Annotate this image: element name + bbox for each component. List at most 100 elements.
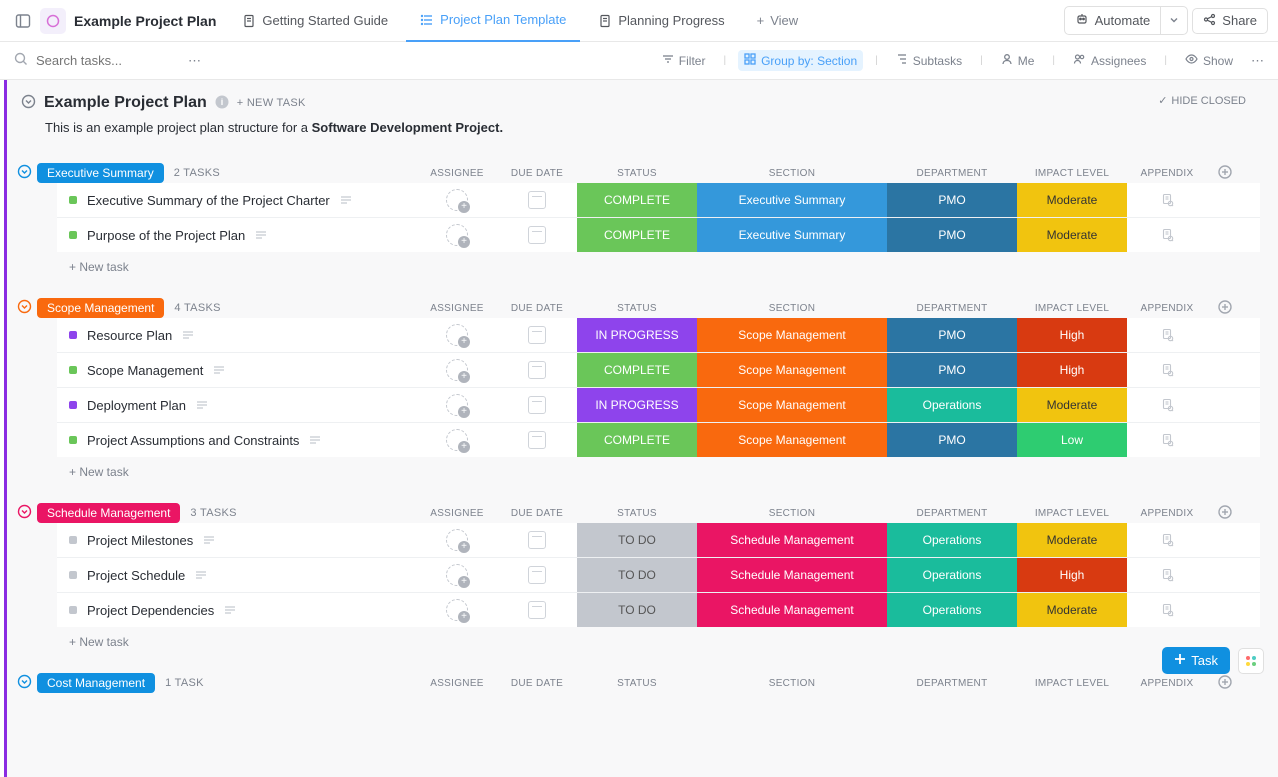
assignee-cell[interactable] [417, 324, 497, 346]
assignee-cell[interactable] [417, 599, 497, 621]
task-row[interactable]: Project Dependencies TO DO Schedule Mana… [57, 593, 1260, 627]
filter-button[interactable]: Filter [656, 50, 712, 71]
section-cell[interactable]: Scope Management [697, 388, 887, 422]
department-cell[interactable]: PMO [887, 423, 1017, 457]
tab-project-plan[interactable]: Project Plan Template [406, 0, 580, 42]
section-cell[interactable]: Scope Management [697, 423, 887, 457]
department-cell[interactable]: Operations [887, 558, 1017, 592]
add-column-button[interactable] [1207, 165, 1243, 182]
status-cell[interactable]: TO DO [577, 593, 697, 627]
section-cell[interactable]: Schedule Management [697, 593, 887, 627]
department-cell[interactable]: Operations [887, 388, 1017, 422]
due-date-cell[interactable] [497, 226, 577, 244]
section-badge[interactable]: Cost Management [37, 673, 155, 693]
appendix-cell[interactable] [1127, 193, 1207, 207]
share-button[interactable]: Share [1192, 8, 1268, 34]
assignees-button[interactable]: Assignees [1067, 50, 1152, 71]
description-icon[interactable] [196, 399, 208, 411]
add-column-button[interactable] [1207, 675, 1243, 692]
description-icon[interactable] [182, 329, 194, 341]
task-row[interactable]: Executive Summary of the Project Charter… [57, 183, 1260, 218]
assignee-cell[interactable] [417, 224, 497, 246]
task-row[interactable]: Scope Management COMPLETE Scope Manageme… [57, 353, 1260, 388]
add-view-button[interactable]: + View [743, 0, 813, 42]
add-column-button[interactable] [1207, 505, 1243, 522]
section-cell[interactable]: Scope Management [697, 353, 887, 387]
task-row[interactable]: Project Milestones TO DO Schedule Manage… [57, 523, 1260, 558]
status-cell[interactable]: COMPLETE [577, 423, 697, 457]
section-cell[interactable]: Executive Summary [697, 218, 887, 252]
status-cell[interactable]: COMPLETE [577, 353, 697, 387]
task-row[interactable]: Project Assumptions and Constraints COMP… [57, 423, 1260, 457]
due-date-cell[interactable] [497, 191, 577, 209]
new-task-row-button[interactable]: + New task [21, 457, 1260, 479]
section-toggle-icon[interactable] [17, 164, 32, 182]
due-date-cell[interactable] [497, 396, 577, 414]
new-task-row-button[interactable]: + New task [21, 627, 1260, 649]
description-icon[interactable] [203, 534, 215, 546]
assignee-cell[interactable] [417, 529, 497, 551]
assignee-cell[interactable] [417, 429, 497, 451]
description-icon[interactable] [255, 229, 267, 241]
section-toggle-icon[interactable] [17, 504, 32, 522]
impact-cell[interactable]: High [1017, 558, 1127, 592]
description-icon[interactable] [213, 364, 225, 376]
impact-cell[interactable]: Moderate [1017, 218, 1127, 252]
impact-cell[interactable]: High [1017, 318, 1127, 352]
automate-dropdown[interactable] [1160, 6, 1188, 35]
apps-button[interactable] [1238, 648, 1264, 674]
collapse-icon[interactable] [21, 94, 36, 112]
due-date-cell[interactable] [497, 566, 577, 584]
section-cell[interactable]: Schedule Management [697, 558, 887, 592]
appendix-cell[interactable] [1127, 433, 1207, 447]
group-by-button[interactable]: Group by: Section [738, 50, 863, 71]
task-row[interactable]: Deployment Plan IN PROGRESS Scope Manage… [57, 388, 1260, 423]
appendix-cell[interactable] [1127, 533, 1207, 547]
status-cell[interactable]: TO DO [577, 558, 697, 592]
impact-cell[interactable]: Moderate [1017, 388, 1127, 422]
section-cell[interactable]: Schedule Management [697, 523, 887, 557]
new-task-row-button[interactable]: + New task [21, 252, 1260, 274]
search-input[interactable] [36, 53, 176, 68]
department-cell[interactable]: PMO [887, 318, 1017, 352]
more-options-icon[interactable]: ⋯ [1251, 53, 1264, 69]
new-task-top-button[interactable]: + NEW TASK [237, 97, 306, 109]
section-toggle-icon[interactable] [17, 674, 32, 692]
add-column-button[interactable] [1207, 300, 1243, 317]
automate-button[interactable]: Automate [1064, 6, 1162, 35]
due-date-cell[interactable] [497, 601, 577, 619]
assignee-cell[interactable] [417, 189, 497, 211]
task-row[interactable]: Project Schedule TO DO Schedule Manageme… [57, 558, 1260, 593]
status-cell[interactable]: TO DO [577, 523, 697, 557]
department-cell[interactable]: Operations [887, 523, 1017, 557]
section-cell[interactable]: Executive Summary [697, 183, 887, 217]
info-icon[interactable]: i [215, 95, 229, 112]
description-icon[interactable] [309, 434, 321, 446]
impact-cell[interactable]: Moderate [1017, 523, 1127, 557]
section-toggle-icon[interactable] [17, 299, 32, 317]
sidebar-toggle-icon[interactable] [10, 8, 36, 34]
department-cell[interactable]: PMO [887, 218, 1017, 252]
assignee-cell[interactable] [417, 394, 497, 416]
status-cell[interactable]: IN PROGRESS [577, 318, 697, 352]
appendix-cell[interactable] [1127, 228, 1207, 242]
assignee-cell[interactable] [417, 564, 497, 586]
department-cell[interactable]: Operations [887, 593, 1017, 627]
impact-cell[interactable]: High [1017, 353, 1127, 387]
department-cell[interactable]: PMO [887, 183, 1017, 217]
new-task-float-button[interactable]: Task [1162, 647, 1230, 674]
section-cell[interactable]: Scope Management [697, 318, 887, 352]
due-date-cell[interactable] [497, 531, 577, 549]
hide-closed-button[interactable]: ✓ HIDE CLOSED [1158, 94, 1246, 107]
department-cell[interactable]: PMO [887, 353, 1017, 387]
task-row[interactable]: Purpose of the Project Plan COMPLETE Exe… [57, 218, 1260, 252]
me-button[interactable]: Me [995, 50, 1041, 71]
due-date-cell[interactable] [497, 326, 577, 344]
section-badge[interactable]: Schedule Management [37, 503, 180, 523]
description-icon[interactable] [195, 569, 207, 581]
description-icon[interactable] [224, 604, 236, 616]
appendix-cell[interactable] [1127, 328, 1207, 342]
impact-cell[interactable]: Low [1017, 423, 1127, 457]
appendix-cell[interactable] [1127, 568, 1207, 582]
appendix-cell[interactable] [1127, 398, 1207, 412]
